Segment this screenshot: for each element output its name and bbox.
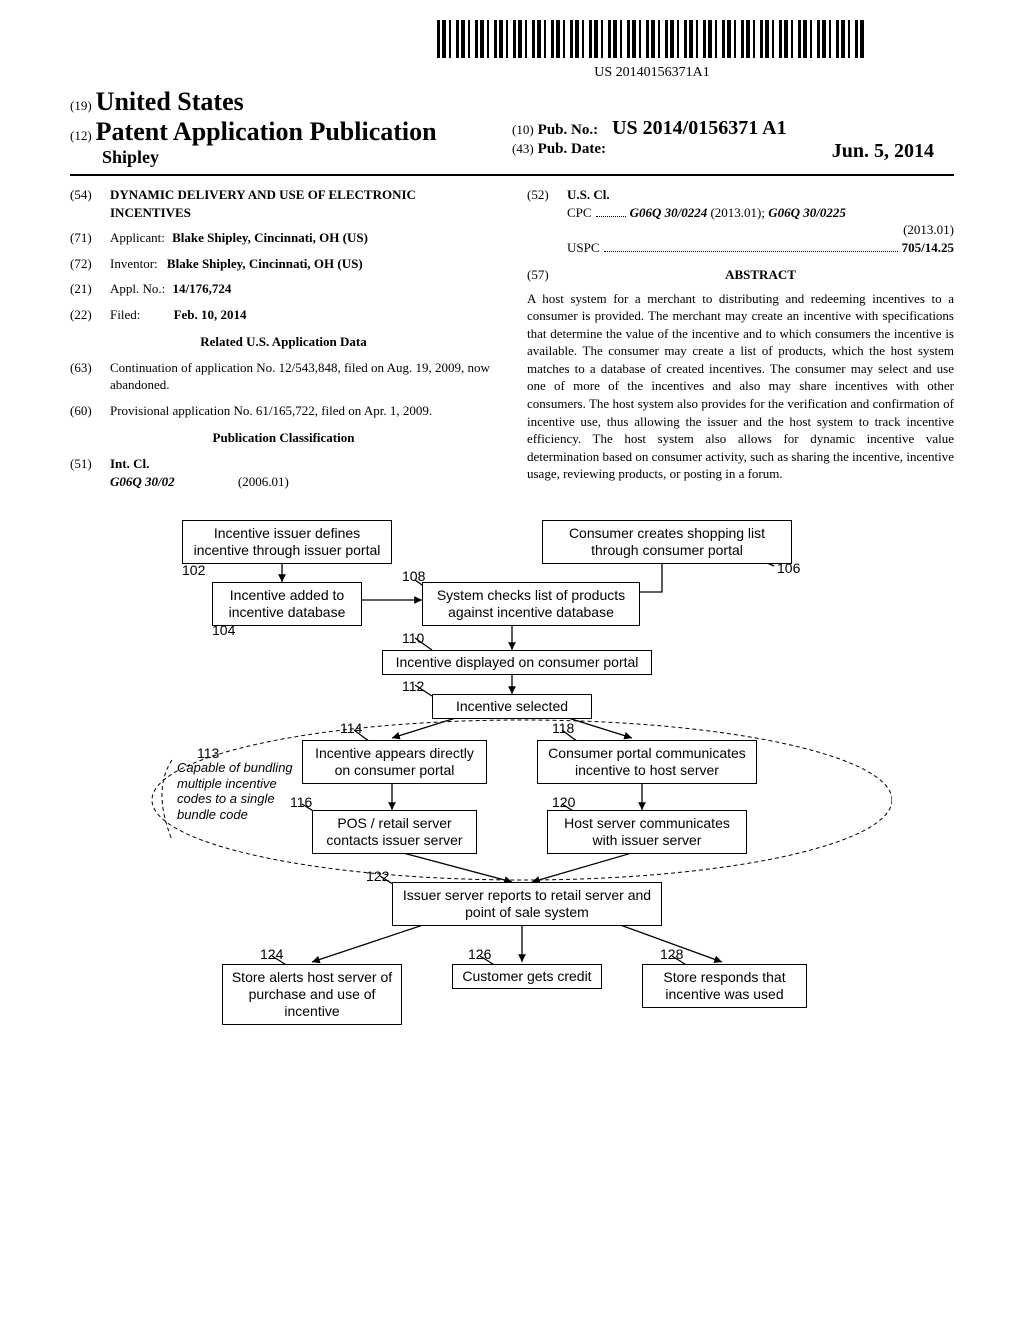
- pub-date-code: (43): [512, 141, 534, 156]
- ref-104: 104: [212, 622, 235, 638]
- ref-106: 106: [777, 560, 800, 576]
- ref-110: 110: [402, 630, 424, 646]
- field-72: (72) Inventor: Blake Shipley, Cincinnati…: [70, 255, 497, 273]
- pub-type: Patent Application Publication: [96, 117, 437, 146]
- barcode: [437, 20, 867, 58]
- ref-102: 102: [182, 562, 205, 578]
- field-54: (54) DYNAMIC DELIVERY AND USE OF ELECTRO…: [70, 186, 497, 221]
- box-120: Host server communicates with issuer ser…: [547, 810, 747, 854]
- box-112: Incentive selected: [432, 694, 592, 719]
- field-60: (60) Provisional application No. 61/165,…: [70, 402, 497, 420]
- header-left: (19) United States (12) Patent Applicati…: [70, 87, 512, 168]
- field-57: (57) ABSTRACT: [527, 266, 954, 284]
- box-122: Issuer server reports to retail server a…: [392, 882, 662, 926]
- box-126: Customer gets credit: [452, 964, 602, 989]
- field-71: (71) Applicant: Blake Shipley, Cincinnat…: [70, 229, 497, 247]
- box-124: Store alerts host server of purchase and…: [222, 964, 402, 1024]
- country-code: (19): [70, 98, 92, 113]
- ref-114: 114: [340, 720, 362, 736]
- pub-date-value: Jun. 5, 2014: [832, 140, 934, 163]
- box-114: Incentive appears directly on consumer p…: [302, 740, 487, 784]
- related-title: Related U.S. Application Data: [70, 333, 497, 351]
- abstract-text: A host system for a merchant to distribu…: [527, 290, 954, 483]
- note-113: Capable of bundling multiple incentive c…: [177, 760, 302, 822]
- barcode-area: US 20140156371A1: [70, 20, 954, 81]
- ref-120: 120: [552, 794, 575, 810]
- patent-page: US 20140156371A1 (19) United States (12)…: [0, 0, 1024, 1320]
- header-rule: [70, 174, 954, 176]
- pub-no-code: (10): [512, 122, 534, 137]
- country: United States: [96, 87, 244, 116]
- right-column: (52) U.S. Cl. CPC G06Q 30/0224 (2013.01)…: [527, 186, 954, 490]
- ref-126: 126: [468, 946, 491, 962]
- body-columns: (54) DYNAMIC DELIVERY AND USE OF ELECTRO…: [70, 186, 954, 490]
- box-118: Consumer portal communicates incentive t…: [537, 740, 757, 784]
- pub-class-title: Publication Classification: [70, 429, 497, 447]
- box-108: System checks list of products against i…: [422, 582, 640, 626]
- field-63: (63) Continuation of application No. 12/…: [70, 359, 497, 394]
- field-21: (21) Appl. No.: 14/176,724: [70, 280, 497, 298]
- left-column: (54) DYNAMIC DELIVERY AND USE OF ELECTRO…: [70, 186, 497, 490]
- box-104: Incentive added to incentive database: [212, 582, 362, 626]
- field-51: (51) Int. Cl. G06Q 30/02 (2006.01): [70, 455, 497, 490]
- flowchart: Incentive issuer defines incentive throu…: [132, 520, 892, 1100]
- box-110: Incentive displayed on consumer portal: [382, 650, 652, 675]
- ref-108: 108: [402, 568, 425, 584]
- pub-type-code: (12): [70, 128, 92, 143]
- pub-no-label: Pub. No.:: [538, 122, 598, 138]
- ref-113: 113: [197, 745, 219, 761]
- ref-116: 116: [290, 794, 312, 810]
- header-right: (10) Pub. No.: US 2014/0156371 A1 (43) P…: [512, 87, 954, 168]
- ref-118: 118: [552, 720, 574, 736]
- barcode-text: US 20140156371A1: [350, 65, 954, 81]
- ref-128: 128: [660, 946, 683, 962]
- ref-124: 124: [260, 946, 283, 962]
- author: Shipley: [102, 147, 512, 168]
- box-116: POS / retail server contacts issuer serv…: [312, 810, 477, 854]
- ref-112: 112: [402, 678, 424, 694]
- box-106: Consumer creates shopping list through c…: [542, 520, 792, 564]
- pub-date-label: Pub. Date:: [538, 141, 606, 157]
- field-52: (52) U.S. Cl. CPC G06Q 30/0224 (2013.01)…: [527, 186, 954, 256]
- box-128: Store responds that incentive was used: [642, 964, 807, 1008]
- pub-no-value: US 2014/0156371 A1: [612, 117, 786, 139]
- header-block: (19) United States (12) Patent Applicati…: [70, 87, 954, 168]
- ref-122: 122: [366, 868, 389, 884]
- field-22: (22) Filed: Feb. 10, 2014: [70, 306, 497, 324]
- box-102: Incentive issuer defines incentive throu…: [182, 520, 392, 564]
